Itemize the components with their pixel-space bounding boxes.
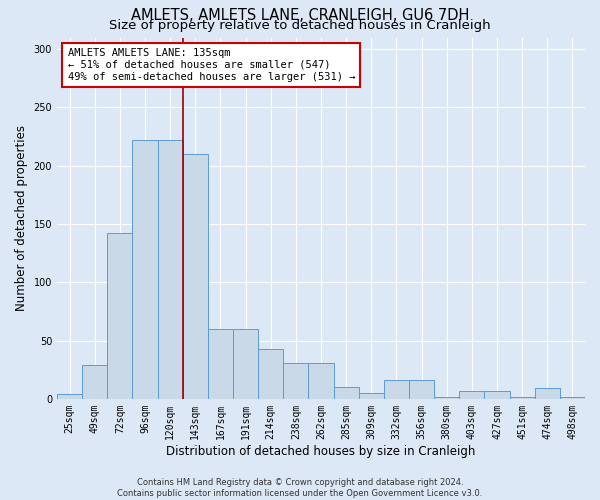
Bar: [334, 387, 359, 399]
Bar: [133, 140, 158, 399]
Text: AMLETS AMLETS LANE: 135sqm
← 51% of detached houses are smaller (547)
49% of sem: AMLETS AMLETS LANE: 135sqm ← 51% of deta…: [68, 48, 355, 82]
Bar: [484, 390, 509, 399]
Bar: [107, 234, 133, 399]
Text: AMLETS, AMLETS LANE, CRANLEIGH, GU6 7DH: AMLETS, AMLETS LANE, CRANLEIGH, GU6 7DH: [131, 8, 469, 22]
Bar: [82, 365, 107, 399]
Bar: [258, 348, 283, 399]
X-axis label: Distribution of detached houses by size in Cranleigh: Distribution of detached houses by size …: [166, 444, 476, 458]
Bar: [535, 388, 560, 399]
Bar: [384, 380, 409, 399]
Text: Contains HM Land Registry data © Crown copyright and database right 2024.
Contai: Contains HM Land Registry data © Crown c…: [118, 478, 482, 498]
Bar: [208, 329, 233, 399]
Bar: [459, 390, 484, 399]
Bar: [359, 393, 384, 399]
Bar: [434, 396, 459, 399]
Text: Size of property relative to detached houses in Cranleigh: Size of property relative to detached ho…: [109, 18, 491, 32]
Bar: [409, 380, 434, 399]
Bar: [560, 396, 585, 399]
Bar: [57, 394, 82, 399]
Bar: [183, 154, 208, 399]
Bar: [283, 362, 308, 399]
Bar: [233, 329, 258, 399]
Bar: [509, 396, 535, 399]
Y-axis label: Number of detached properties: Number of detached properties: [15, 125, 28, 311]
Bar: [158, 140, 183, 399]
Bar: [308, 362, 334, 399]
